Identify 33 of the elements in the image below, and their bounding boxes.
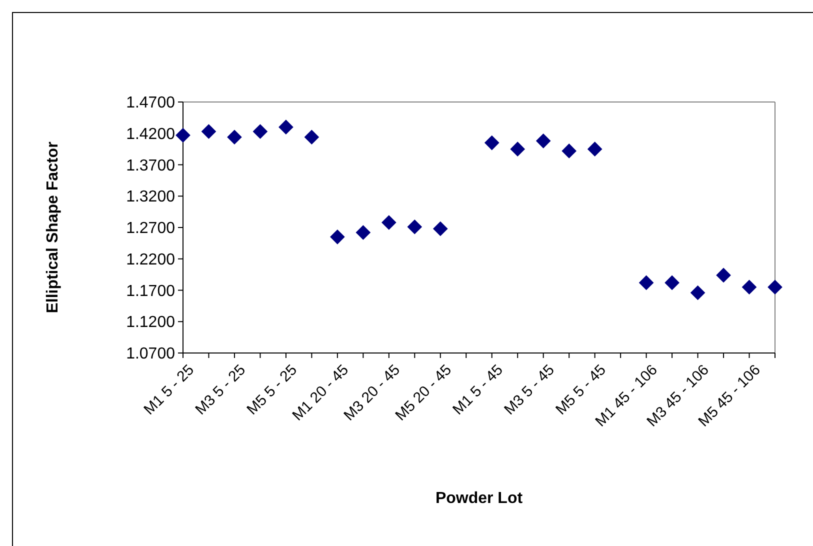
point xyxy=(432,221,448,236)
y-tick-label: 1.4200 xyxy=(126,126,176,143)
y-tick-label: 1.1700 xyxy=(126,282,176,300)
point xyxy=(536,133,551,148)
point xyxy=(407,219,422,234)
x-axis-title: Powder Lot xyxy=(435,490,524,507)
y-tick-label: 1.3200 xyxy=(126,188,176,206)
point xyxy=(768,280,782,295)
point xyxy=(587,142,602,156)
point xyxy=(742,280,757,295)
point xyxy=(278,120,294,135)
point xyxy=(381,215,396,230)
y-tick-label: 1.2200 xyxy=(126,251,176,268)
y-tick-label: 1.2700 xyxy=(126,220,176,238)
point xyxy=(176,128,190,143)
point xyxy=(252,124,268,139)
y-tick-label: 1.0700 xyxy=(126,346,176,363)
y-axis-title: Elliptical Shape Factor xyxy=(44,142,62,314)
point xyxy=(227,130,242,145)
y-tick-label: 1.3700 xyxy=(126,157,176,174)
point xyxy=(690,285,706,300)
point xyxy=(330,229,345,244)
y-tick-label: 1.1200 xyxy=(126,314,176,332)
point xyxy=(638,275,654,290)
point xyxy=(201,124,216,139)
y-tick-label: 1.4700 xyxy=(126,94,176,112)
point xyxy=(356,225,371,240)
point xyxy=(304,130,320,145)
point xyxy=(562,144,577,158)
point xyxy=(664,275,680,290)
point xyxy=(510,142,526,156)
point xyxy=(716,268,731,283)
point xyxy=(484,135,500,150)
